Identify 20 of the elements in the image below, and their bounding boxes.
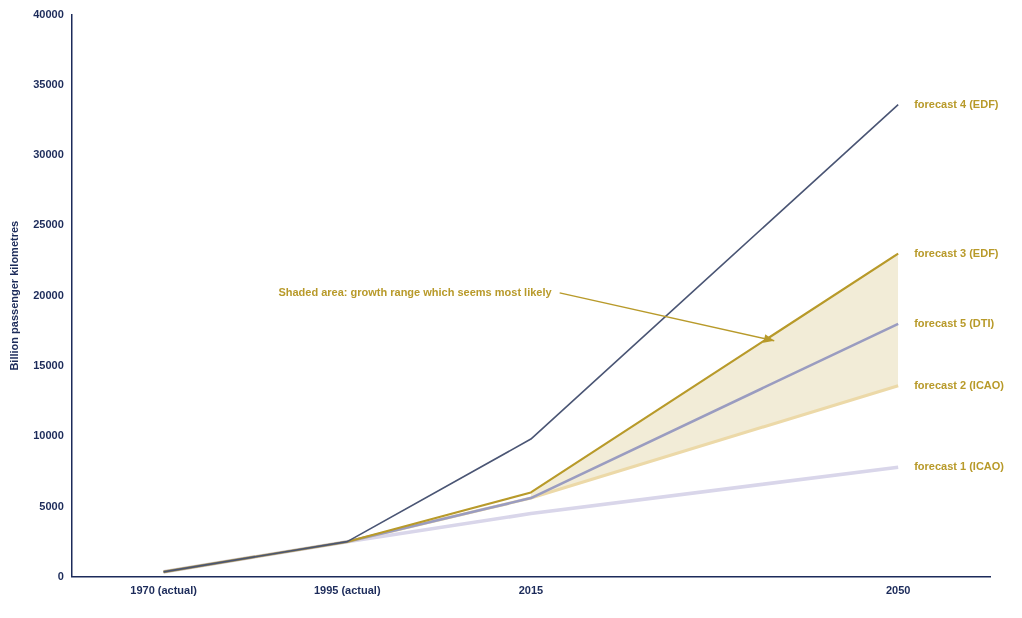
y-tick-label: 5000 — [39, 499, 64, 512]
y-tick-label: 0 — [57, 569, 64, 582]
x-tick-label: 1995 (actual) — [313, 584, 381, 597]
series-label: forecast 4 (EDF) — [914, 97, 999, 110]
y-tick-label: 15000 — [33, 359, 64, 372]
annotation: Shaded area: growth range which seems most likely — [278, 285, 553, 298]
y-tick-label: 25000 — [33, 218, 64, 231]
y-tick-label: 10000 — [33, 429, 64, 442]
series-label: forecast 2 (ICAO) — [914, 378, 1005, 391]
y-tick-label: 40000 — [33, 7, 64, 20]
x-tick-label: 2015 — [518, 584, 544, 597]
series-label: forecast 5 (DTI) — [914, 316, 995, 329]
x-tick-label: 1970 (actual) — [130, 584, 198, 597]
y-tick-label: 30000 — [33, 148, 64, 161]
y-tick-label: 35000 — [33, 77, 64, 90]
series-label: forecast 1 (ICAO) — [914, 460, 1005, 473]
x-tick-label: 2050 — [885, 584, 911, 597]
series-label: forecast 3 (EDF) — [914, 246, 999, 259]
y-tick-label: 20000 — [33, 288, 64, 301]
y-axis-title: Billion passenger kilometres — [7, 220, 20, 371]
